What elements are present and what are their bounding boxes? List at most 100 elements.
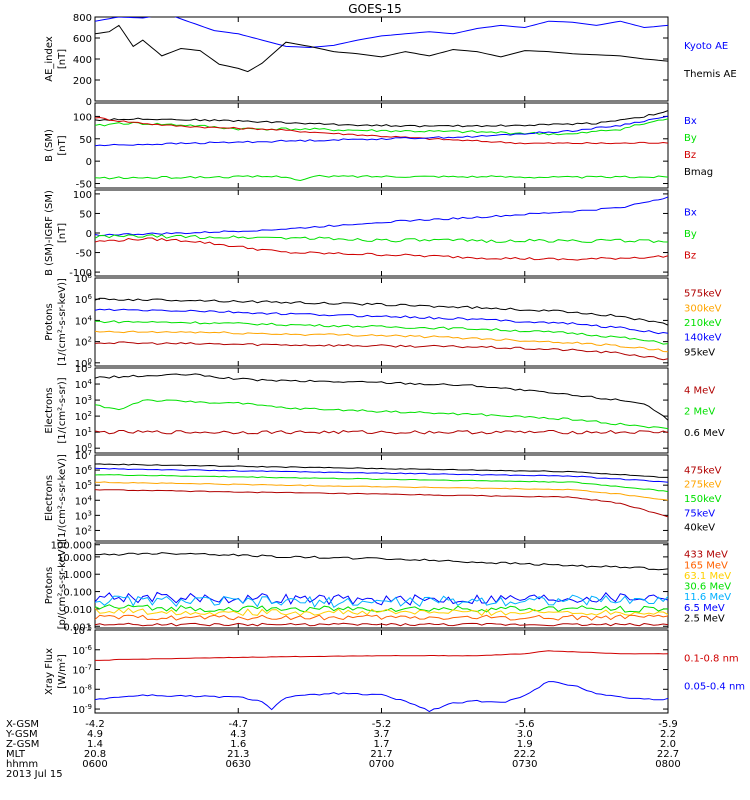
y-tick-label: 0: [86, 97, 92, 108]
series-line-165-mev: [95, 614, 668, 621]
y-tick-label: 106: [75, 293, 93, 306]
legend-entry: 2.5 MeV: [684, 613, 725, 624]
series-line-bz: [95, 116, 668, 145]
legend-entry: 475keV: [684, 465, 722, 476]
ephem-cell: 2.0: [660, 739, 676, 750]
y-axis-label: B (SM): [44, 129, 55, 162]
series-line-6-5-mev: [95, 591, 668, 606]
y-axis-unit: [1/(cm²-s-sr-keV)]: [57, 454, 68, 542]
legend-entry: 4 MeV: [684, 385, 715, 396]
y-tick-label: 108: [75, 272, 92, 285]
y-tick-label: 1.000: [63, 570, 92, 581]
legend-entry: 11.6 MeV: [684, 592, 731, 603]
legend-entry: 165 MeV: [684, 560, 728, 571]
y-tick-label: 105: [75, 479, 92, 492]
series-line-by: [95, 234, 668, 244]
panel-electrons2: 102 103 104 105 106 107 Electrons [1/(cm²-s-sr-…: [44, 449, 722, 542]
y-axis-label: Protons: [44, 567, 55, 604]
y-tick-label: 400: [73, 55, 92, 66]
y-tick-label: 100: [73, 112, 92, 123]
series-line-300kev: [95, 330, 668, 353]
legend-entry: 2 MeV: [684, 407, 715, 418]
y-tick-label: 10.000: [57, 553, 92, 564]
y-tick-label: 101: [75, 426, 92, 439]
y-axis-unit: [1/(cm²-s-sr)]: [57, 377, 68, 443]
y-tick-label: 107: [75, 449, 92, 462]
y-tick-label: 50: [79, 135, 92, 146]
y-axis-unit: [p/(cm²-s-sr-keV)]: [57, 542, 68, 630]
series-line-0-05-0-4-nm: [95, 681, 668, 713]
legend-entry: 75keV: [684, 508, 715, 519]
y-tick-label: 102: [75, 410, 92, 423]
series-line-themis-ae: [95, 24, 668, 73]
y-axis-label: Protons: [44, 303, 55, 340]
series-line-210kev: [95, 320, 668, 345]
y-tick-label: 10-7: [72, 664, 92, 677]
date-label: 2013 Jul 15: [6, 769, 63, 780]
legend-entry: 140keV: [684, 333, 722, 344]
legend-entry: Bz: [684, 251, 696, 262]
y-tick-label: 103: [75, 509, 92, 522]
series-line-75kev: [95, 467, 668, 483]
ephem-cell: 22.2: [514, 749, 536, 760]
y-tick-label: -100: [69, 268, 92, 279]
ephem-cell: -5.2: [372, 719, 392, 730]
y-tick-label: 10-5: [72, 624, 92, 637]
y-tick-label: 50: [79, 209, 92, 220]
y-axis-unit: [nT]: [57, 49, 68, 69]
ephem-cell: 0630: [226, 759, 251, 770]
series-line-4-mev: [95, 429, 668, 435]
legend-entry: 575keV: [684, 289, 722, 300]
ephem-cell: 22.7: [657, 749, 679, 760]
y-axis-label: AE_index: [44, 36, 55, 82]
ephem-cell: 0700: [369, 759, 394, 770]
ephem-cell: 4.3: [230, 729, 246, 740]
series-line-bz: [95, 237, 668, 261]
ephem-cell: 0730: [512, 759, 537, 770]
ephem-cell: -5.6: [515, 719, 535, 730]
y-tick-label: 10-9: [72, 703, 92, 716]
ephem-cell: 0800: [655, 759, 680, 770]
ephem-cell: 21.3: [227, 749, 249, 760]
y-tick-label: 0.010: [63, 605, 92, 616]
y-tick-label: 103: [75, 394, 92, 407]
legend-entry: Bx: [684, 116, 697, 127]
y-tick-label: 102: [75, 524, 92, 537]
legend-entry: 300keV: [684, 303, 722, 314]
ephem-cell: 4.9: [87, 729, 103, 740]
ephem-cell: -4.2: [85, 719, 105, 730]
series-line-bmag-2: [95, 174, 668, 182]
y-tick-label: 10-8: [72, 683, 92, 696]
panel-ae: 0 200 400 600 800 AE_index [nT] Kyoto AE Themis …: [44, 13, 737, 108]
panel-bigrf: -100 -50 0 50 100 B (SM)-IGRF (SM) [nT] Bx By Bz: [44, 189, 697, 279]
ephem-cell: 3.7: [374, 729, 390, 740]
legend-entry: Bmag: [684, 167, 713, 178]
series-line-0-1-0-8-nm: [95, 650, 668, 661]
y-tick-label: 0: [86, 157, 92, 168]
ephem-row-label: MLT: [6, 749, 26, 760]
series-line-2-5-mev: [95, 552, 668, 571]
legend-entry: By: [684, 133, 697, 144]
panel-frame: [94, 629, 669, 714]
y-tick-label: 100.000: [51, 541, 92, 552]
series-line-kyoto-ae: [95, 17, 668, 49]
panel-xray: 10-9 10-8 10-7 10-6 10-5 Xray Flux [W/m²] 0.1-0…: [44, 624, 745, 716]
series-line-40kev: [95, 463, 668, 478]
legend-entry: By: [684, 229, 697, 240]
series-line-2-mev: [95, 399, 668, 430]
legend-entry: Themis AE: [683, 69, 737, 80]
y-tick-label: 104: [75, 378, 93, 391]
y-tick-label: 10-6: [72, 644, 92, 657]
y-tick-label: 200: [73, 76, 92, 87]
y-tick-label: -50: [76, 249, 92, 260]
ephem-cell: 21.7: [370, 749, 392, 760]
ephem-cell: 1.6: [230, 739, 246, 750]
y-axis-label: Xray Flux: [44, 648, 55, 695]
y-tick-label: 100: [73, 190, 92, 201]
y-axis-unit: [nT]: [57, 223, 68, 243]
y-tick-label: 800: [73, 13, 92, 24]
